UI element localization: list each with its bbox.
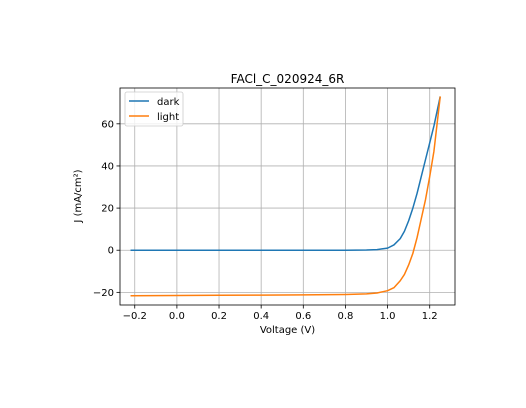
tick-layer: −0.2 0.0 0.2 0.4 0.6 0.8 1.0 1.2 −20 0 20 40 60 bbox=[93, 119, 438, 322]
y-tick-label: 20 bbox=[101, 204, 114, 215]
x-tick-label: 0.4 bbox=[253, 311, 269, 322]
y-tick-label: 0 bbox=[108, 246, 114, 257]
y-tick-label: 40 bbox=[101, 161, 114, 172]
plot-frame bbox=[119, 87, 456, 306]
x-axis-title: Voltage (V) bbox=[260, 325, 315, 336]
x-tick-label: −0.2 bbox=[123, 311, 147, 322]
x-tick-label: 0.6 bbox=[295, 311, 311, 322]
series-layer bbox=[130, 96, 441, 297]
y-tick-label: 60 bbox=[101, 119, 114, 130]
legend-label-light: light bbox=[157, 112, 179, 123]
y-axis-title: J (mA/cm²) bbox=[73, 169, 84, 223]
x-tick-label: 1.0 bbox=[380, 311, 396, 322]
legend: dark light bbox=[124, 91, 184, 127]
x-tick-label: 0.0 bbox=[169, 311, 185, 322]
x-tick-label: 0.2 bbox=[211, 311, 227, 322]
x-tick-label: 1.2 bbox=[422, 311, 438, 322]
series-line-dark bbox=[130, 96, 441, 251]
series-line-light bbox=[130, 96, 441, 297]
chart-title: FACl_C_020924_6R bbox=[231, 72, 345, 86]
legend-label-dark: dark bbox=[157, 97, 180, 108]
y-tick-label: −20 bbox=[93, 288, 114, 299]
x-tick-label: 0.8 bbox=[337, 311, 353, 322]
